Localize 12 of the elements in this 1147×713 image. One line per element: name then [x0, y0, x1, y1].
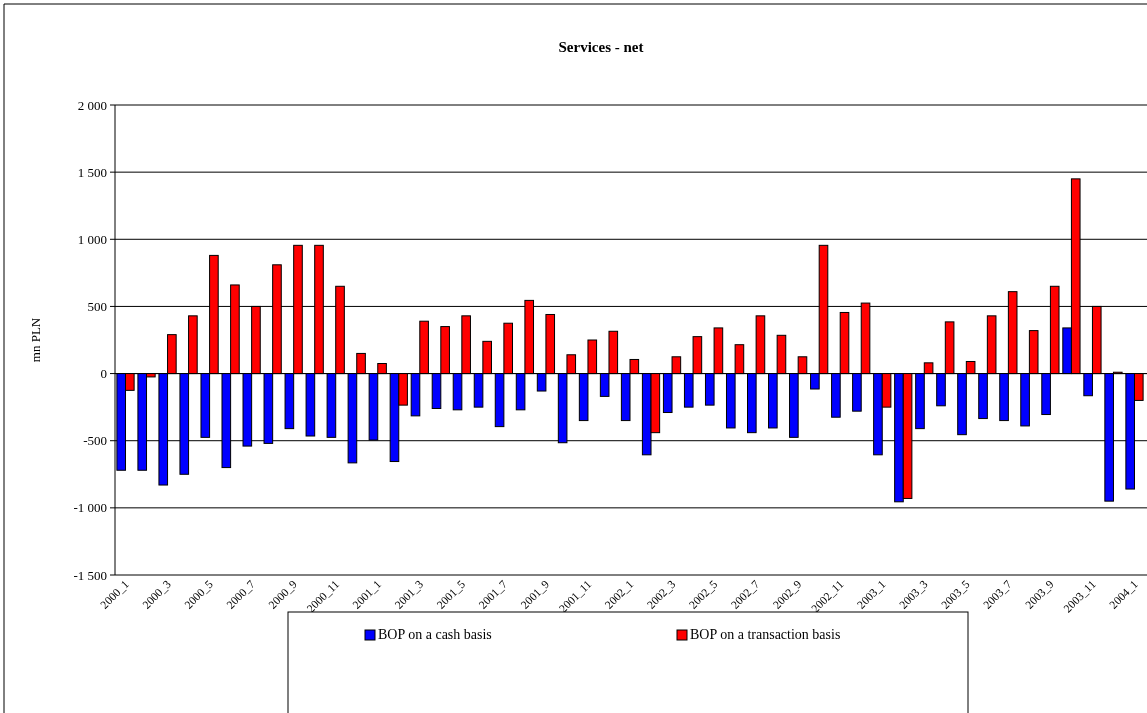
legend-label: BOP on a cash basis: [378, 627, 492, 642]
chart-title: Services - net: [558, 39, 644, 55]
legend-label: BOP on a transaction basis: [690, 627, 841, 642]
y-tick-label: 0: [100, 366, 107, 382]
y-tick-label: -1 500: [73, 567, 107, 583]
y-tick-label: -1 000: [73, 500, 107, 516]
y-tick-label: 500: [87, 298, 107, 314]
y-tick-label: 1 000: [77, 231, 107, 247]
y-tick-label: 2 000: [77, 97, 107, 113]
y-axis-title: mn PLN: [28, 317, 43, 363]
y-tick-label: 1 500: [77, 164, 107, 180]
y-tick-label: -500: [83, 433, 107, 449]
